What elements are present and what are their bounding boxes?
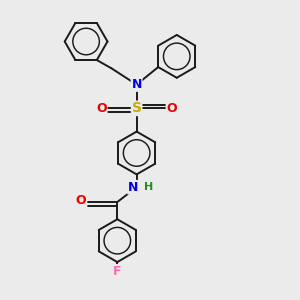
Text: N: N	[128, 181, 138, 194]
Text: N: N	[131, 78, 142, 91]
Text: O: O	[167, 102, 177, 115]
Text: F: F	[113, 265, 122, 278]
Text: S: S	[132, 101, 142, 116]
Text: O: O	[76, 194, 86, 207]
Text: O: O	[96, 102, 107, 115]
Text: H: H	[145, 182, 154, 192]
